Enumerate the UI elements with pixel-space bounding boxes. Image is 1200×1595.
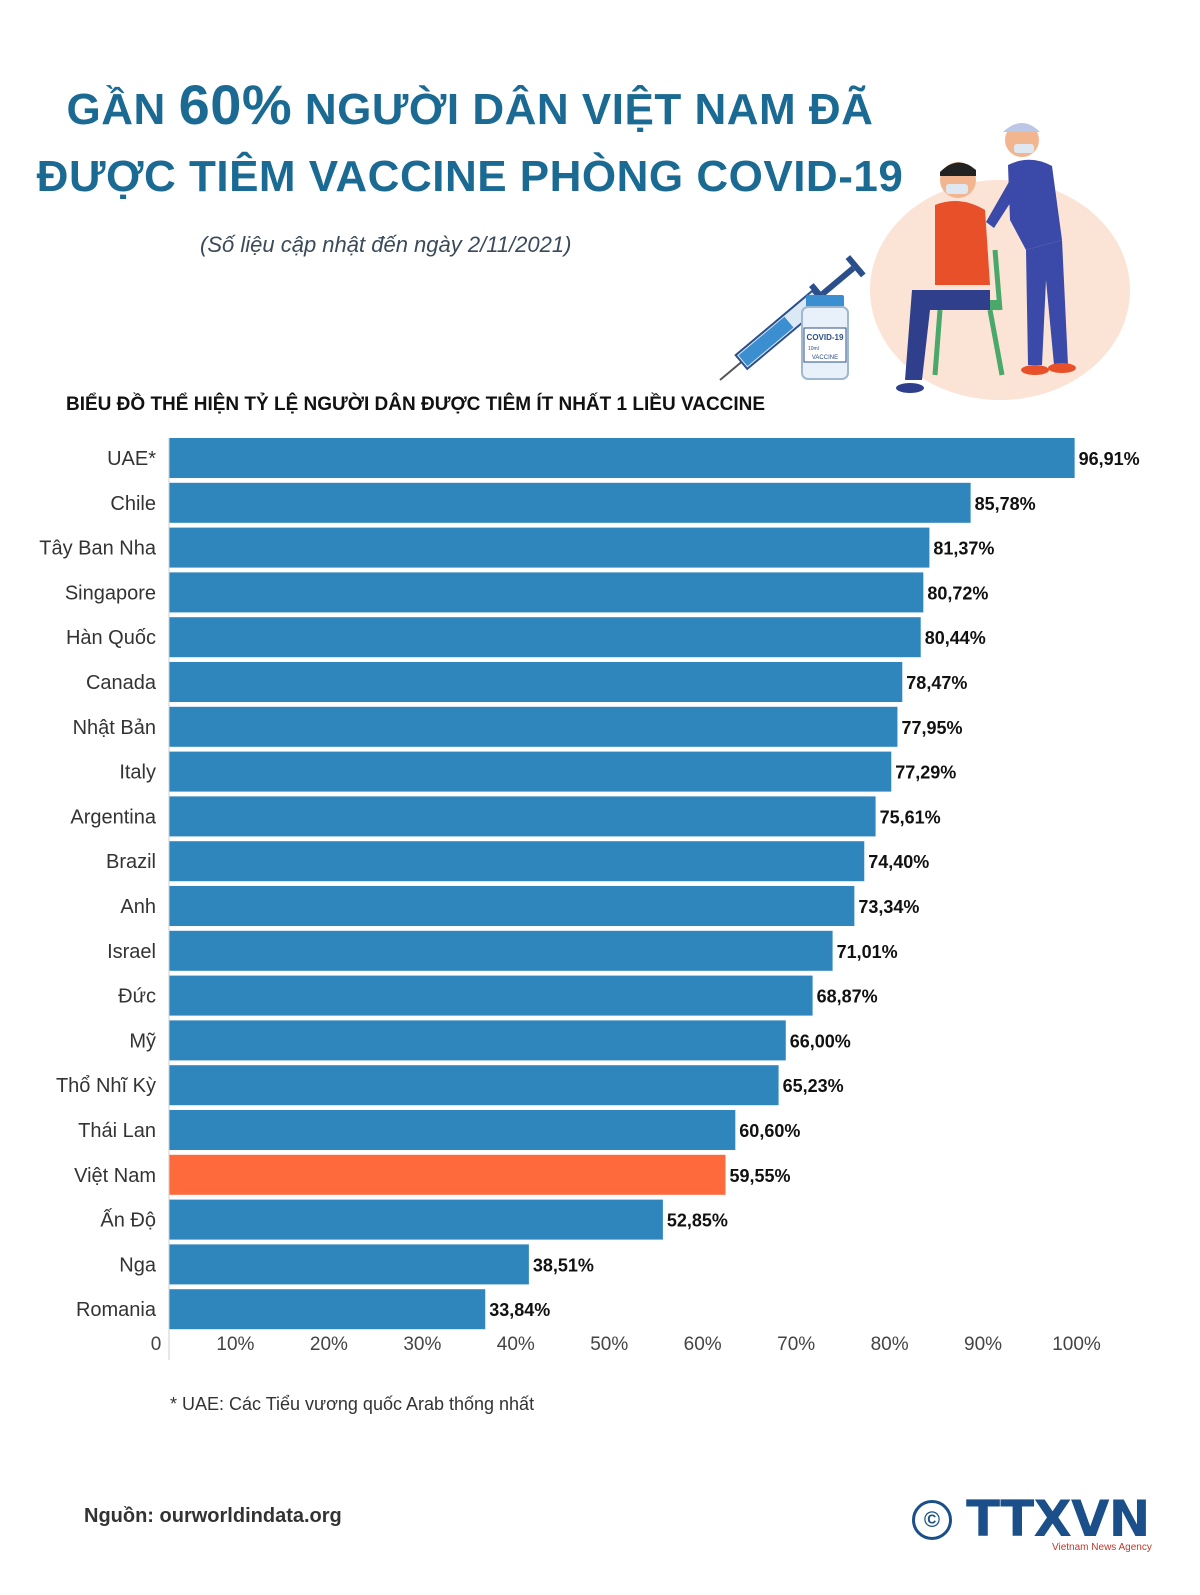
category-label: Israel — [107, 941, 156, 963]
value-label: 81,37% — [933, 539, 994, 559]
page-title-line1: GẦN 60% NGƯỜI DÂN VIỆT NAM ĐÃ — [0, 72, 940, 137]
value-label: 68,87% — [817, 987, 878, 1007]
bar-17 — [169, 1199, 663, 1240]
value-label: 78,47% — [906, 673, 967, 693]
x-tick-label: 100% — [1052, 1334, 1101, 1355]
category-label: Ấn Độ — [100, 1209, 156, 1232]
footnote: * UAE: Các Tiểu vương quốc Arab thống nh… — [170, 1394, 535, 1414]
copyright-icon: © — [912, 1500, 952, 1540]
category-label: Nhật Bản — [73, 717, 156, 739]
x-tick-label: 10% — [216, 1334, 254, 1355]
source-credit: Nguồn: ourworldindata.org — [84, 1505, 342, 1527]
value-label: 96,91% — [1079, 449, 1140, 469]
value-label: 65,23% — [783, 1076, 844, 1096]
logo-name: TTXVN — [966, 1490, 1150, 1548]
value-label: 71,01% — [837, 942, 898, 962]
category-label: Canada — [86, 672, 157, 694]
value-label: 52,85% — [667, 1211, 728, 1231]
category-label: Tây Ban Nha — [39, 538, 157, 560]
category-label: Italy — [119, 762, 156, 784]
vial-label-top: COVID-19 — [807, 333, 844, 342]
x-tick-label: 90% — [964, 1334, 1002, 1355]
category-label: Thổ Nhĩ Kỳ — [56, 1075, 156, 1097]
chart-heading: BIỂU ĐỒ THỂ HIỆN TỶ LỆ NGƯỜI DÂN ĐƯỢC TI… — [66, 394, 766, 415]
vaccine-vial-icon: COVID-19 10ml VACCINE — [801, 295, 849, 380]
category-label: Mỹ — [129, 1030, 156, 1052]
vaccination-illustration: COVID-19 10ml VACCINE — [719, 123, 1130, 400]
bar-9 — [169, 841, 865, 882]
value-label: 38,51% — [533, 1255, 594, 1275]
category-label: Nga — [119, 1254, 157, 1276]
value-label: 60,60% — [739, 1121, 800, 1141]
title-part1: GẦN — [66, 85, 166, 134]
bar-11 — [169, 930, 833, 971]
bar-14 — [169, 1065, 779, 1106]
value-label: 80,72% — [927, 583, 988, 603]
bar-2 — [169, 527, 930, 568]
x-tick-label: 70% — [777, 1334, 815, 1355]
x-tick-label: 40% — [497, 1334, 535, 1355]
logo-agency: Vietnam News Agency — [1052, 1542, 1152, 1553]
value-label: 80,44% — [925, 628, 986, 648]
x-tick-label: 0 — [151, 1334, 162, 1355]
value-label: 66,00% — [790, 1031, 851, 1051]
bar-5 — [169, 662, 903, 702]
bar-0 — [169, 438, 1075, 478]
category-label: UAE* — [107, 448, 156, 470]
bar-19 — [169, 1289, 486, 1330]
update-date: (Số liệu cập nhật đến ngày 2/11/2021) — [200, 232, 572, 257]
bar-7 — [169, 751, 892, 792]
category-label: Argentina — [70, 806, 156, 828]
bar-8 — [169, 796, 876, 837]
vial-label-volume: 10ml — [808, 346, 819, 352]
x-tick-label: 60% — [684, 1334, 722, 1355]
patient-figure — [896, 162, 1005, 393]
page-title-line2: ĐƯỢC TIÊM VACCINE PHÒNG COVID-19 — [36, 152, 904, 201]
value-label: 74,40% — [868, 852, 929, 872]
vaccination-bar-chart: UAE* Chile Tây Ban Nha Singapore Hàn Quốc Can… — [39, 438, 1140, 1360]
vial-label-bottom: VACCINE — [812, 355, 838, 361]
x-tick-label: 80% — [871, 1334, 909, 1355]
x-tick-label: 50% — [590, 1334, 628, 1355]
category-label: Hàn Quốc — [66, 627, 156, 649]
category-label: Việt Nam — [74, 1165, 156, 1187]
bar-18 — [169, 1244, 529, 1285]
bar-4 — [169, 617, 921, 658]
category-label: Singapore — [65, 582, 156, 604]
value-label: 77,95% — [901, 718, 962, 738]
value-label: 75,61% — [880, 807, 941, 827]
x-tick-label: 20% — [310, 1334, 348, 1355]
bar-15 — [169, 1110, 736, 1150]
bar-13 — [169, 1020, 786, 1061]
x-tick-label: 30% — [403, 1334, 441, 1355]
title-highlight: 60% — [178, 73, 293, 136]
value-label: 33,84% — [489, 1300, 550, 1320]
bar-1 — [169, 482, 971, 523]
category-label: Chile — [110, 493, 156, 515]
category-label: Anh — [120, 896, 156, 918]
category-label: Thái Lan — [78, 1120, 156, 1142]
category-label: Romania — [76, 1299, 157, 1321]
value-label: 77,29% — [895, 763, 956, 783]
value-label: 85,78% — [975, 494, 1036, 514]
title-part2: NGƯỜI DÂN VIỆT NAM ĐÃ — [304, 85, 874, 134]
category-label: Đức — [118, 986, 156, 1008]
value-label: 59,55% — [729, 1166, 790, 1186]
ttxvn-logo: © TTXVN Vietnam News Agency — [912, 1490, 1152, 1560]
value-label: 73,34% — [858, 897, 919, 917]
bar-16 — [169, 1154, 726, 1195]
nurse-figure — [986, 123, 1076, 375]
bar-6 — [169, 706, 898, 747]
category-label: Brazil — [106, 851, 156, 873]
bar-3 — [169, 572, 924, 613]
bar-10 — [169, 886, 855, 926]
bar-12 — [169, 975, 813, 1016]
